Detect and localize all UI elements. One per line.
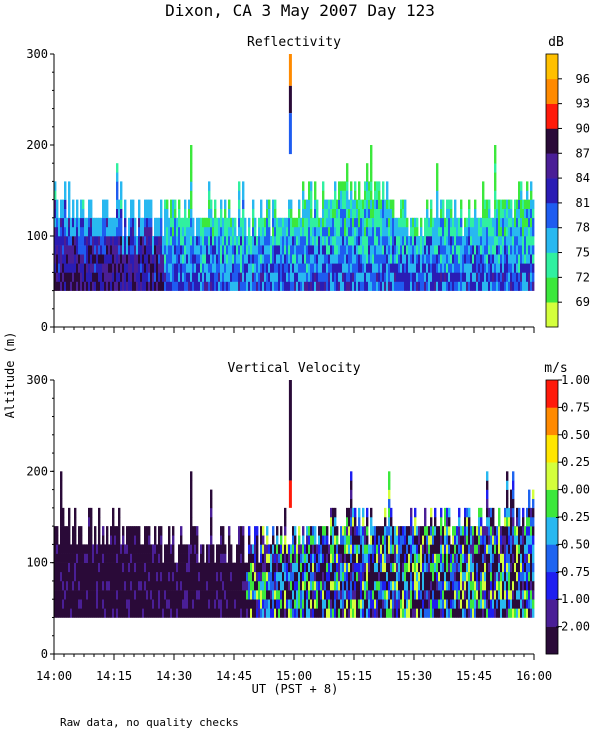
vertical-velocity-x-tick-label: 14:15 — [96, 669, 132, 683]
vertical-velocity-y-tick-label: 200 — [26, 464, 48, 478]
reflectivity-y-tick-label: 300 — [26, 47, 48, 61]
vertical-velocity-colorbar-swatch — [546, 434, 558, 463]
reflectivity-y-tick-label: 100 — [26, 229, 48, 243]
vertical-velocity-data-field — [54, 471, 535, 618]
vertical-velocity-colorbar-label: 0.00 — [561, 483, 590, 497]
reflectivity-title: Reflectivity — [247, 35, 341, 50]
vertical-velocity-x-tick-label: 16:00 — [516, 669, 552, 683]
vertical-velocity-x-tick-label: 15:45 — [456, 669, 492, 683]
reflectivity-y-tick-label: 200 — [26, 138, 48, 152]
reflectivity-colorbar-frame — [545, 53, 559, 328]
reflectivity-spike — [288, 54, 292, 155]
vertical-velocity-x-tick-label: 15:00 — [276, 669, 312, 683]
vertical-velocity-colorbar-label: 0.75 — [561, 400, 590, 414]
vertical-velocity-x-tick-label: 14:00 — [36, 669, 72, 683]
vertical-velocity-y-tick-label: 300 — [26, 373, 48, 387]
reflectivity-colorbar-swatch — [546, 78, 558, 104]
reflectivity-colorbar-label: 90 — [576, 121, 590, 135]
vertical-velocity-colorbar-label: -0.75 — [554, 565, 590, 579]
footnote: Raw data, no quality checks — [60, 716, 239, 729]
vertical-velocity-colorbar-swatch — [546, 407, 558, 436]
reflectivity-colorbar-swatch — [546, 227, 558, 253]
reflectivity-colorbar-swatch — [546, 252, 558, 278]
vertical-velocity-x-tick-label: 14:30 — [156, 669, 192, 683]
vertical-velocity-colorbar-label: 1.00 — [561, 373, 590, 387]
vertical-velocity-colorbar-swatch — [546, 380, 558, 408]
vertical-velocity-x-tick-label: 15:15 — [336, 669, 372, 683]
reflectivity-colorbar-label: 78 — [576, 221, 590, 235]
vertical-velocity-colorbar-label: 0.50 — [561, 428, 590, 442]
reflectivity-colorbar-label: 93 — [576, 97, 590, 111]
vertical-velocity-spike — [288, 380, 292, 508]
reflectivity-panel: Reflectivity 0 100 200 300 69 72 75 78 81 84 87 90 93… — [26, 35, 590, 334]
vertical-velocity-x-tick-label: 14:45 — [216, 669, 252, 683]
reflectivity-colorbar: 69 72 75 78 81 84 87 90 93 96 dB — [545, 35, 590, 328]
reflectivity-colorbar-label: 87 — [576, 146, 590, 160]
vertical-velocity-panel: Vertical Velocity 0 100 200 300 14:00 14:15 14:… — [26, 361, 590, 683]
reflectivity-data-field — [54, 145, 535, 291]
reflectivity-colorbar-swatch — [546, 302, 558, 328]
reflectivity-colorbar-label: 84 — [576, 171, 590, 185]
vertical-velocity-y-tick-label: 100 — [26, 556, 48, 570]
vertical-velocity-x-tick-label: 15:30 — [396, 669, 432, 683]
vertical-velocity-colorbar-swatch — [546, 571, 558, 600]
vertical-velocity-colorbar-label: 0.25 — [561, 455, 590, 469]
reflectivity-colorbar-label: 72 — [576, 270, 590, 284]
reflectivity-colorbar-swatch — [546, 178, 558, 204]
vertical-velocity-colorbar-swatch — [546, 462, 558, 490]
vertical-velocity-colorbar: -2.00 -1.00 -0.75 -0.50 -0.25 0.00 0.25 0.50 0.7… — [544, 361, 590, 655]
vertical-velocity-colorbar-swatch — [546, 517, 558, 545]
reflectivity-colorbar-swatch — [546, 103, 558, 129]
reflectivity-colorbar-swatch — [546, 128, 558, 154]
vertical-velocity-colorbar-swatch — [546, 626, 558, 655]
vertical-velocity-colorbar-swatch — [546, 489, 558, 518]
vertical-velocity-colorbar-label: -1.00 — [554, 592, 590, 606]
vertical-velocity-colorbar-label: -2.00 — [554, 620, 590, 634]
vertical-velocity-colorbar-swatch — [546, 599, 558, 627]
reflectivity-colorbar-label: 81 — [576, 196, 590, 210]
reflectivity-units-label: dB — [548, 35, 564, 50]
reflectivity-colorbar-label: 75 — [576, 246, 590, 260]
x-axis-label: UT (PST + 8) — [252, 682, 339, 696]
reflectivity-y-tick-label: 0 — [41, 320, 48, 334]
y-axis-label: Altitude (m) — [3, 332, 17, 419]
vertical-velocity-colorbar-swatch — [546, 544, 558, 573]
vertical-velocity-title: Vertical Velocity — [227, 361, 360, 376]
reflectivity-colorbar-label: 96 — [576, 72, 590, 86]
reflectivity-colorbar-label: 69 — [576, 295, 590, 309]
reflectivity-colorbar-swatch — [546, 202, 558, 229]
vertical-velocity-units-label: m/s — [544, 361, 567, 376]
vertical-velocity-colorbar-label: -0.50 — [554, 537, 590, 551]
vertical-velocity-colorbar-label: -0.25 — [554, 510, 590, 524]
figure-title: Dixon, CA 3 May 2007 Day 123 — [165, 1, 435, 20]
reflectivity-colorbar-swatch — [546, 153, 558, 179]
reflectivity-colorbar-swatch — [546, 277, 558, 303]
reflectivity-colorbar-swatch — [546, 54, 558, 80]
vertical-velocity-y-tick-label: 0 — [41, 647, 48, 661]
